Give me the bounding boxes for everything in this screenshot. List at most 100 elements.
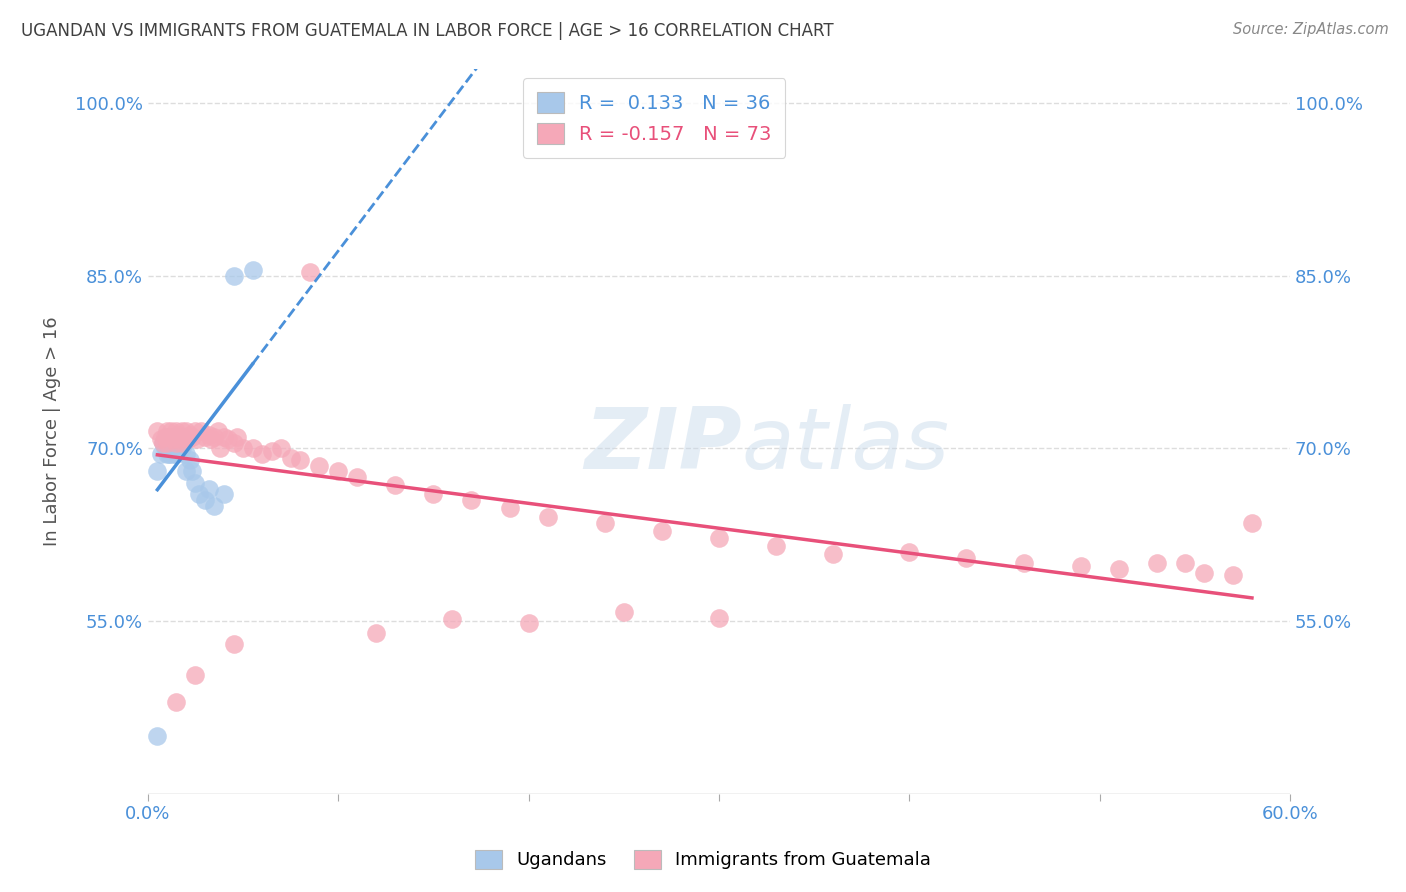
Point <box>173 430 195 444</box>
Text: ZIP: ZIP <box>583 404 742 487</box>
Point <box>242 442 264 456</box>
Point <box>159 435 181 450</box>
Point <box>298 265 321 279</box>
Point <box>441 612 464 626</box>
Point <box>163 435 186 450</box>
Point <box>172 435 194 450</box>
Point <box>163 430 186 444</box>
Point <box>165 442 187 456</box>
Point <box>180 430 202 444</box>
Point <box>280 450 302 465</box>
Point <box>174 424 197 438</box>
Point <box>165 424 187 438</box>
Point <box>1194 566 1216 580</box>
Point <box>153 430 176 444</box>
Point <box>179 453 201 467</box>
Point <box>217 432 239 446</box>
Point <box>179 427 201 442</box>
Point <box>204 430 226 444</box>
Point <box>422 487 444 501</box>
Point <box>1070 558 1092 573</box>
Point <box>156 447 179 461</box>
Point <box>167 435 190 450</box>
Point <box>308 458 330 473</box>
Point <box>204 499 226 513</box>
Point <box>226 430 249 444</box>
Point <box>177 432 200 446</box>
Point <box>1222 568 1244 582</box>
Point <box>194 430 217 444</box>
Point <box>162 442 184 456</box>
Point <box>517 616 540 631</box>
Y-axis label: In Labor Force | Age > 16: In Labor Force | Age > 16 <box>44 317 60 546</box>
Point <box>165 435 187 450</box>
Point <box>146 729 169 743</box>
Point <box>207 424 229 438</box>
Point <box>174 447 197 461</box>
Point <box>328 464 350 478</box>
Point <box>222 637 245 651</box>
Point <box>1108 562 1130 576</box>
Point <box>150 432 173 446</box>
Point <box>165 447 187 461</box>
Point <box>186 432 208 446</box>
Point <box>152 435 174 450</box>
Text: atlas: atlas <box>742 404 950 487</box>
Point <box>190 424 212 438</box>
Point <box>169 432 191 446</box>
Point <box>156 430 179 444</box>
Point <box>163 447 186 461</box>
Point <box>152 435 174 450</box>
Point <box>232 442 254 456</box>
Point <box>955 550 977 565</box>
Point <box>169 442 191 456</box>
Point <box>823 547 845 561</box>
Point <box>188 487 211 501</box>
Point <box>172 424 194 438</box>
Point <box>1240 516 1263 531</box>
Legend: R =  0.133   N = 36, R = -0.157   N = 73: R = 0.133 N = 36, R = -0.157 N = 73 <box>523 78 786 158</box>
Point <box>1012 557 1035 571</box>
Text: UGANDAN VS IMMIGRANTS FROM GUATEMALA IN LABOR FORCE | AGE > 16 CORRELATION CHART: UGANDAN VS IMMIGRANTS FROM GUATEMALA IN … <box>21 22 834 40</box>
Point <box>765 539 787 553</box>
Point <box>250 447 273 461</box>
Point <box>167 427 190 442</box>
Point <box>162 432 184 446</box>
Point <box>184 475 207 490</box>
Point <box>156 424 179 438</box>
Point <box>242 263 264 277</box>
Point <box>173 435 195 450</box>
Point <box>498 501 520 516</box>
Point <box>260 443 283 458</box>
Point <box>366 625 388 640</box>
Point <box>172 430 194 444</box>
Point <box>165 430 187 444</box>
Point <box>707 531 730 545</box>
Point <box>180 464 202 478</box>
Point <box>197 482 219 496</box>
Point <box>212 430 235 444</box>
Point <box>146 424 169 438</box>
Point <box>157 430 180 444</box>
Point <box>197 427 219 442</box>
Point <box>159 424 181 438</box>
Point <box>159 447 181 461</box>
Point <box>184 424 207 438</box>
Point <box>172 442 194 456</box>
Point <box>150 447 173 461</box>
Point <box>898 545 921 559</box>
Point <box>157 435 180 450</box>
Point <box>1146 557 1168 571</box>
Point <box>613 605 636 619</box>
Point <box>288 453 311 467</box>
Point <box>593 516 616 531</box>
Point <box>200 432 222 446</box>
Point <box>162 430 184 444</box>
Point <box>174 464 197 478</box>
Text: Source: ZipAtlas.com: Source: ZipAtlas.com <box>1233 22 1389 37</box>
Point <box>146 464 169 478</box>
Point <box>1174 557 1197 571</box>
Point <box>184 668 207 682</box>
Point <box>156 442 179 456</box>
Point <box>157 447 180 461</box>
